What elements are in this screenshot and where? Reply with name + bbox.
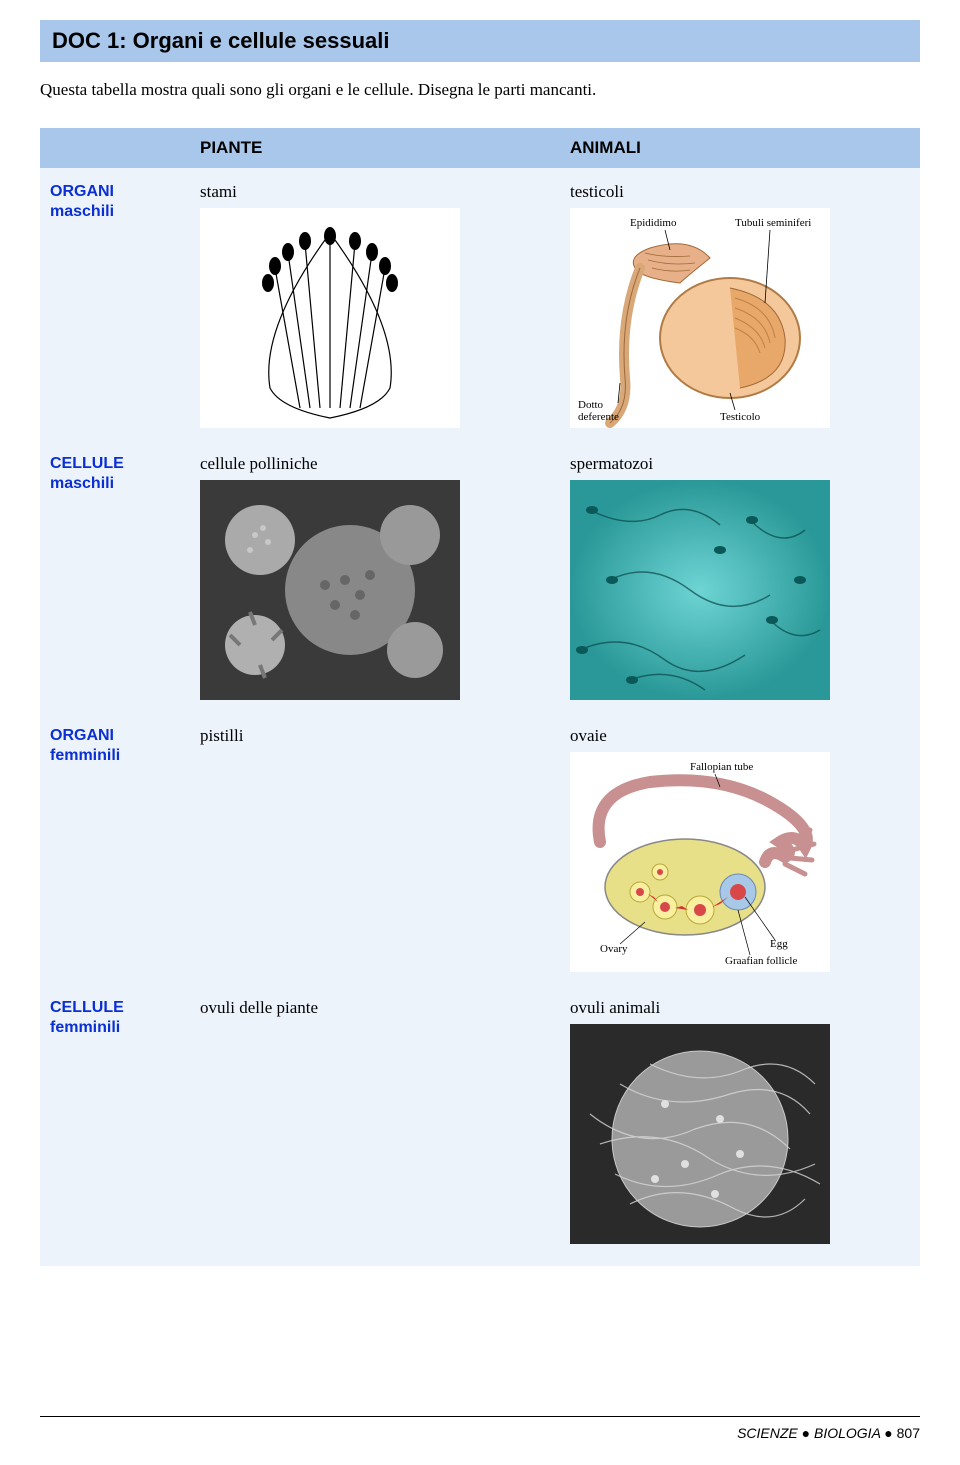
cell-label: ovaie: [570, 726, 908, 746]
row-label-line: maschili: [50, 475, 114, 492]
comparison-table: PIANTE ANIMALI ORGANI maschili stami: [40, 128, 920, 1266]
cell-label: ovuli animali: [570, 998, 908, 1018]
ann-ovary: Ovary: [600, 943, 628, 955]
ann-testicolo: Testicolo: [720, 411, 761, 423]
bullet-icon: ●: [884, 1425, 896, 1441]
ann-egg: Egg: [770, 938, 788, 950]
testicoli-illustration: Epididimo Tubuli seminiferi Dotto defere…: [570, 208, 830, 428]
table-row: CELLULE maschili cellule polliniche: [40, 440, 920, 712]
intro-text: Questa tabella mostra quali sono gli org…: [40, 80, 920, 100]
cell-label: stami: [200, 182, 538, 202]
row-label-line: ORGANI: [50, 183, 114, 200]
spermatozoi-illustration: [570, 480, 830, 700]
ann-dotto-2: deferente: [578, 411, 619, 423]
table-row: ORGANI femminili pistilli ovaie: [40, 712, 920, 984]
row-label: CELLULE maschili: [40, 454, 180, 700]
ann-dotto-1: Dotto: [578, 399, 604, 411]
row-label-line: CELLULE: [50, 999, 124, 1016]
ann-epididimo: Epididimo: [630, 217, 677, 229]
footer-rule: [40, 1416, 920, 1417]
pollen-illustration: [200, 480, 460, 700]
footer-section: BIOLOGIA: [814, 1425, 880, 1441]
cell-label: ovuli delle piante: [200, 998, 538, 1018]
doc-title: DOC 1: Organi e cellule sessuali: [52, 28, 389, 53]
cell-label: testicoli: [570, 182, 908, 202]
row-label: ORGANI maschili: [40, 182, 180, 428]
footer-subject: SCIENZE: [737, 1425, 798, 1441]
header-piante: PIANTE: [180, 138, 550, 158]
stami-illustration: [200, 208, 460, 428]
ann-tubuli: Tubuli seminiferi: [735, 217, 811, 229]
ann-graafian: Graafian follicle: [725, 955, 797, 967]
cell-label: cellule polliniche: [200, 454, 538, 474]
row-label-line: femminili: [50, 1019, 120, 1036]
ovuli-animali-illustration: [570, 1024, 830, 1244]
header-animali: ANIMALI: [550, 138, 920, 158]
table-row: ORGANI maschili stami: [40, 168, 920, 440]
ovaie-illustration: Fallopian tube Ovary Egg Graafian follic…: [570, 752, 830, 972]
row-label-line: CELLULE: [50, 455, 124, 472]
table-row: CELLULE femminili ovuli delle piante ovu…: [40, 984, 920, 1256]
table-header: PIANTE ANIMALI: [40, 128, 920, 168]
doc-title-bar: DOC 1: Organi e cellule sessuali: [40, 20, 920, 62]
bullet-icon: ●: [802, 1425, 814, 1441]
row-label-line: femminili: [50, 747, 120, 764]
row-label-line: maschili: [50, 203, 114, 220]
cell-label: pistilli: [200, 726, 538, 746]
row-label-line: ORGANI: [50, 727, 114, 744]
row-label: CELLULE femminili: [40, 998, 180, 1244]
ann-fallopian: Fallopian tube: [690, 761, 753, 773]
cell-label: spermatozoi: [570, 454, 908, 474]
page-footer: SCIENZE ● BIOLOGIA ● 807: [737, 1425, 920, 1441]
footer-page: 807: [897, 1425, 920, 1441]
row-label: ORGANI femminili: [40, 726, 180, 972]
